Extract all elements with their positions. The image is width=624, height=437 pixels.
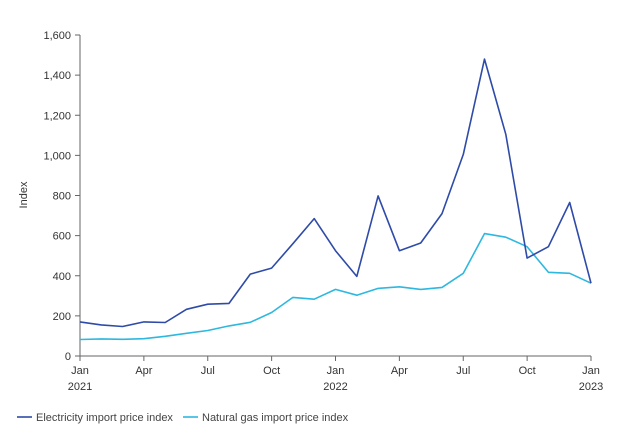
- y-tick-label: 400: [53, 271, 71, 283]
- y-tick-label: 1,000: [43, 150, 71, 162]
- x-tick-year-label: 2023: [579, 381, 603, 393]
- x-tick-label: Apr: [391, 365, 408, 377]
- x-tick-year-label: 2022: [323, 381, 347, 393]
- x-tick-label: Oct: [519, 365, 536, 377]
- y-tick-label: 1,400: [43, 70, 71, 82]
- x-tick-label: Jul: [456, 365, 470, 377]
- x-tick-year-label: 2021: [68, 381, 92, 393]
- x-tick-label: Jul: [201, 365, 215, 377]
- x-tick-label: Jan: [327, 365, 345, 377]
- y-tick-labels: 0 200 400 600 800 1,000 1,200 1,400 1,600: [43, 30, 80, 363]
- y-axis-title: Index: [18, 181, 30, 208]
- y-tick-label: 600: [53, 231, 71, 243]
- electricity-legend-label: Electricity import price index: [36, 412, 173, 424]
- x-tick-labels: Jan 2021 Apr Jul Oct Jan 2022 Apr Jul Oct Jan 2023: [68, 356, 603, 393]
- electricity-series-line: [79, 58, 592, 328]
- y-tick-label: 200: [53, 311, 71, 323]
- gas-legend-label: Natural gas import price index: [202, 412, 349, 424]
- x-tick-label: Jan: [582, 365, 600, 377]
- series-lines: [79, 58, 592, 341]
- x-tick-label: Apr: [135, 365, 152, 377]
- x-tick-label: Oct: [263, 365, 280, 377]
- y-tick-label: 1,600: [43, 30, 71, 42]
- gas-series-line: [79, 232, 592, 341]
- axes: [79, 35, 591, 357]
- legend: Electricity import price index Natural ga…: [17, 412, 349, 424]
- y-axis-title-group: Index: [18, 181, 30, 208]
- x-tick-label: Jan: [71, 365, 89, 377]
- y-tick-label: 800: [53, 191, 71, 203]
- y-tick-label: 0: [65, 351, 71, 363]
- y-tick-label: 1,200: [43, 110, 71, 122]
